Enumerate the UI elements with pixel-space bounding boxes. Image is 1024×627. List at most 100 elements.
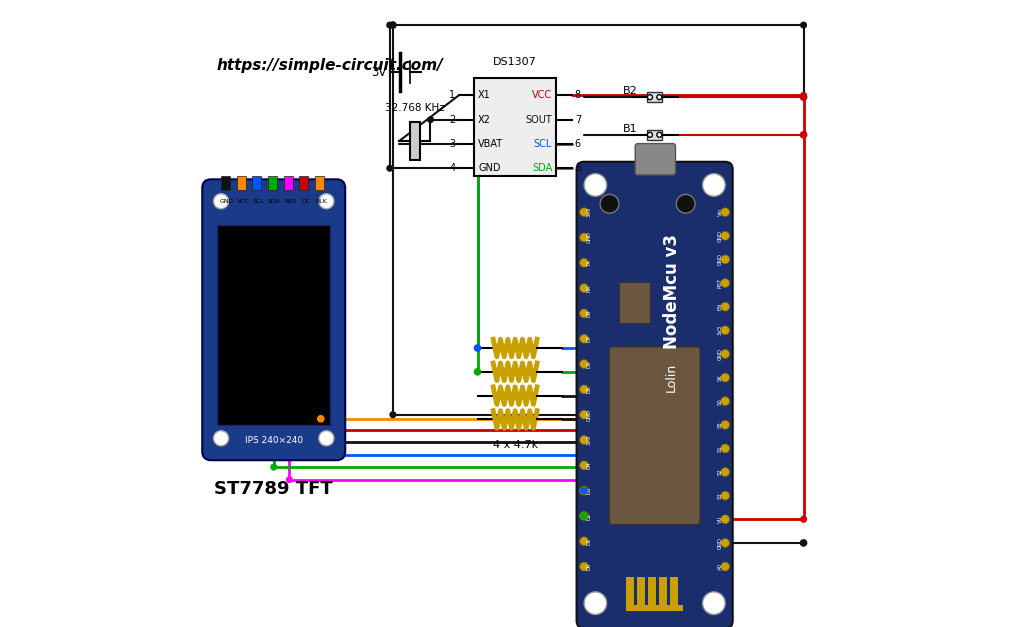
- Circle shape: [647, 132, 652, 137]
- Text: RX: RX: [587, 285, 592, 292]
- Circle shape: [475, 166, 480, 171]
- Circle shape: [580, 360, 589, 369]
- Text: B2: B2: [623, 86, 637, 96]
- Text: SK: SK: [718, 374, 723, 381]
- Circle shape: [721, 444, 729, 453]
- Text: RES: RES: [284, 199, 296, 204]
- Text: D1: D1: [587, 537, 592, 545]
- Text: D4: D4: [587, 461, 592, 469]
- Circle shape: [580, 486, 589, 495]
- Bar: [410, 122, 420, 160]
- Circle shape: [317, 416, 324, 422]
- Circle shape: [721, 278, 729, 287]
- Circle shape: [580, 461, 589, 470]
- Circle shape: [721, 208, 729, 216]
- Text: S0: S0: [718, 398, 723, 404]
- Bar: [620, 282, 650, 323]
- Text: 3V: 3V: [372, 66, 387, 78]
- Circle shape: [721, 539, 729, 547]
- Circle shape: [721, 255, 729, 264]
- Text: VBAT: VBAT: [478, 139, 503, 149]
- Circle shape: [721, 492, 729, 500]
- Text: VCC: VCC: [237, 199, 250, 204]
- Bar: [474, 78, 556, 176]
- Circle shape: [302, 428, 308, 433]
- Circle shape: [801, 540, 807, 546]
- Circle shape: [656, 95, 662, 100]
- Circle shape: [318, 431, 334, 446]
- Text: A0: A0: [718, 563, 723, 570]
- Circle shape: [287, 477, 292, 483]
- Text: 3V3: 3V3: [587, 435, 592, 445]
- Text: 8: 8: [574, 90, 581, 100]
- Bar: [237, 176, 246, 190]
- Circle shape: [584, 592, 606, 614]
- Text: S2: S2: [718, 468, 723, 475]
- Text: GND: GND: [718, 348, 723, 360]
- Circle shape: [801, 517, 806, 522]
- Circle shape: [801, 23, 806, 28]
- Text: D5: D5: [587, 386, 592, 393]
- Circle shape: [255, 451, 261, 458]
- Text: GND: GND: [220, 199, 234, 204]
- Circle shape: [801, 94, 807, 100]
- Circle shape: [580, 537, 589, 545]
- Circle shape: [240, 416, 245, 421]
- Text: ST7789 TFT: ST7789 TFT: [214, 480, 333, 498]
- Text: 32.768 KHz: 32.768 KHz: [385, 103, 444, 113]
- Bar: [221, 176, 229, 190]
- Circle shape: [475, 141, 480, 147]
- Text: D7: D7: [587, 335, 592, 342]
- Bar: [659, 577, 668, 611]
- Circle shape: [656, 132, 662, 137]
- Circle shape: [580, 284, 589, 293]
- Text: B1: B1: [623, 124, 637, 134]
- Circle shape: [721, 302, 729, 311]
- Bar: [253, 176, 261, 190]
- Text: GND: GND: [718, 253, 723, 265]
- Circle shape: [474, 369, 480, 375]
- Text: SDA: SDA: [531, 163, 552, 173]
- Circle shape: [581, 487, 587, 493]
- Circle shape: [647, 95, 652, 100]
- Bar: [627, 577, 634, 611]
- Circle shape: [580, 309, 589, 318]
- Text: EN: EN: [718, 303, 723, 310]
- Circle shape: [390, 22, 396, 28]
- Text: SCL: SCL: [253, 199, 264, 204]
- Text: D3: D3: [587, 487, 592, 494]
- Text: VCC: VCC: [532, 90, 552, 100]
- Circle shape: [676, 194, 695, 213]
- Text: X1: X1: [478, 90, 490, 100]
- Text: SOUT: SOUT: [525, 115, 552, 125]
- Circle shape: [580, 208, 589, 216]
- Text: 4: 4: [450, 163, 456, 173]
- Text: 6: 6: [574, 139, 581, 149]
- Circle shape: [474, 345, 480, 351]
- Text: Lolin: Lolin: [665, 362, 678, 392]
- Circle shape: [721, 397, 729, 406]
- Circle shape: [224, 439, 229, 445]
- Text: D6: D6: [587, 361, 592, 368]
- Text: 5: 5: [574, 163, 581, 173]
- Text: GND: GND: [718, 537, 723, 549]
- Circle shape: [580, 562, 589, 571]
- Circle shape: [584, 174, 606, 196]
- Circle shape: [580, 385, 589, 394]
- Bar: [315, 176, 324, 190]
- Circle shape: [702, 592, 725, 614]
- Text: GND: GND: [478, 163, 501, 173]
- Circle shape: [721, 562, 729, 571]
- Text: X2: X2: [478, 115, 492, 125]
- Circle shape: [721, 515, 729, 524]
- Text: 4 x 4.7k: 4 x 4.7k: [493, 440, 538, 450]
- Text: GND: GND: [718, 230, 723, 242]
- Text: VU: VU: [718, 515, 723, 523]
- Text: 3V3: 3V3: [587, 207, 592, 217]
- Circle shape: [721, 231, 729, 240]
- Circle shape: [580, 410, 589, 419]
- Circle shape: [702, 174, 725, 196]
- Circle shape: [579, 437, 584, 443]
- Circle shape: [387, 23, 392, 28]
- Circle shape: [214, 431, 228, 446]
